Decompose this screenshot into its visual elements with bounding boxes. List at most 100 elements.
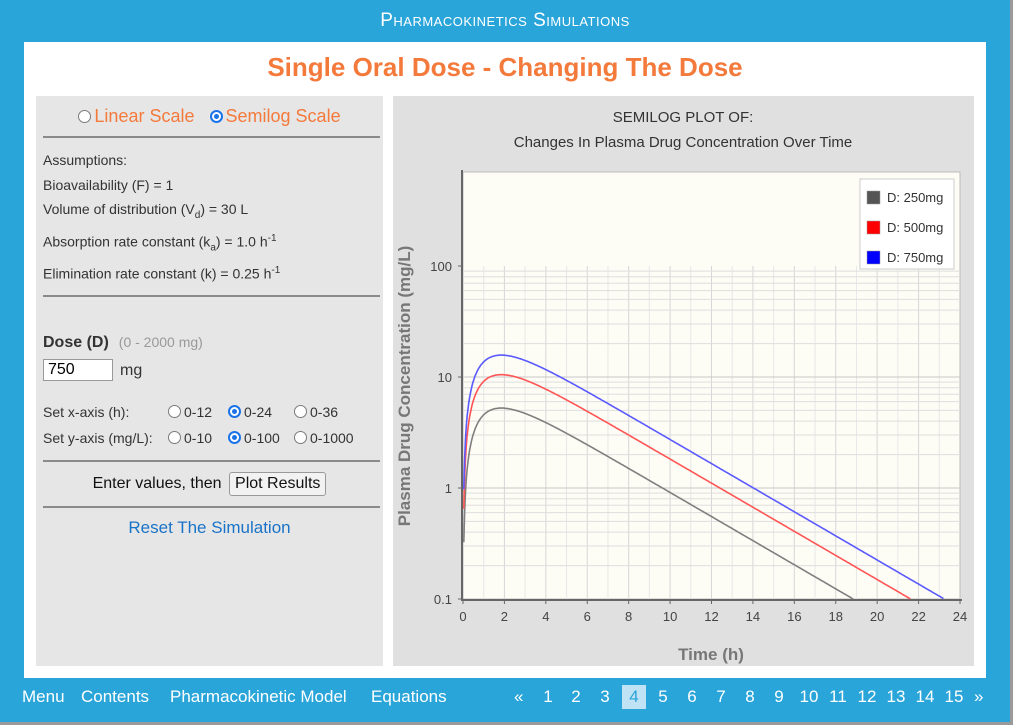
x-tick-label: 22 xyxy=(911,609,925,624)
semilog-scale-radio[interactable] xyxy=(209,110,223,123)
x-tick-label: 20 xyxy=(870,609,884,624)
page-link-8[interactable]: 8 xyxy=(745,687,755,706)
divider xyxy=(43,136,380,138)
plot-row: Enter values, then Plot Results xyxy=(36,472,383,496)
pharmacokinetic-model-link[interactable]: Pharmacokinetic Model xyxy=(170,687,347,706)
linear-scale-option[interactable]: Linear Scale xyxy=(78,106,199,126)
x-tick-label: 0 xyxy=(459,609,466,624)
legend: D: 250mg D: 500mg D: 750mg xyxy=(859,178,955,270)
next-page-icon[interactable]: » xyxy=(974,687,984,706)
chart-title: SEMILOG PLOT OF: xyxy=(613,109,754,126)
content-area: Single Oral Dose - Changing The Dose Lin… xyxy=(24,42,986,678)
page-title: Single Oral Dose - Changing The Dose xyxy=(267,52,743,82)
page-link-7[interactable]: 7 xyxy=(716,687,726,706)
legend-label: D: 500mg xyxy=(887,220,943,235)
footer-nav: Menu Contents Pharmacokinetic Model Equa… xyxy=(0,684,1010,714)
bioavailability-text: Bioavailability (F) = 1 xyxy=(43,177,174,193)
y-tick-label: 100 xyxy=(430,259,452,274)
y-tick-labels: 0.1 1 10 100 xyxy=(430,259,463,607)
semilog-scale-label: Semilog Scale xyxy=(225,106,341,126)
dose-label: Dose (D) (0 - 2000 mg) xyxy=(43,334,203,351)
semilog-chart: SEMILOG PLOT OF: Changes In Plasma Drug … xyxy=(395,109,967,664)
x-axis-label: Set x-axis (h): xyxy=(43,404,130,420)
plot-results-button[interactable]: Plot Results xyxy=(229,472,327,496)
x-axis-radio[interactable] xyxy=(294,405,307,418)
legend-label: D: 250mg xyxy=(887,190,943,205)
dose-unit: mg xyxy=(120,362,143,379)
assumptions-heading: Assumptions: xyxy=(43,152,128,168)
y-axis-option-0-1000[interactable]: 0-1000 xyxy=(294,430,354,446)
menu-link[interactable]: Menu xyxy=(22,687,65,706)
page-link-3[interactable]: 3 xyxy=(600,687,610,706)
absorption-rate-text: Absorption rate constant (ka) = 1.0 h-1 xyxy=(43,233,277,254)
page-link-5[interactable]: 5 xyxy=(658,687,668,706)
y-axis-radio[interactable] xyxy=(294,431,307,444)
x-tick-label: 18 xyxy=(829,609,843,624)
page-link-4[interactable]: 4 xyxy=(622,685,646,709)
volume-distribution-text: Volume of distribution (Vd) = 30 L xyxy=(43,201,249,221)
x-axis-title: Time (h) xyxy=(678,645,744,664)
legend-label: D: 750mg xyxy=(887,250,943,265)
controls-panel: Linear Scale Semilog Scale Assumptions: … xyxy=(36,96,383,666)
x-tick-label: 16 xyxy=(787,609,801,624)
reset-simulation-link[interactable]: Reset The Simulation xyxy=(128,518,291,537)
x-tick-label: 14 xyxy=(746,609,760,624)
series-line-500mg xyxy=(463,373,911,600)
legend-swatch xyxy=(866,190,881,205)
page-link-13[interactable]: 13 xyxy=(886,687,906,706)
y-axis-option-0-10[interactable]: 0-10 xyxy=(168,430,212,446)
chart-subtitle: Changes In Plasma Drug Concentration Ove… xyxy=(514,134,853,151)
x-axis-option-0-24[interactable]: 0-24 xyxy=(228,404,272,420)
y-axis-radio[interactable] xyxy=(168,431,181,444)
series-lines xyxy=(463,354,944,600)
series-line-750mg xyxy=(463,354,944,600)
y-axis-line xyxy=(461,170,463,601)
enter-values-text: Enter values, then xyxy=(92,475,222,492)
linear-scale-label: Linear Scale xyxy=(94,106,195,126)
app-title: Pharmacokinetics Simulations xyxy=(380,10,630,31)
equations-link[interactable]: Equations xyxy=(371,687,447,706)
page-link-14[interactable]: 14 xyxy=(915,687,935,706)
x-tick-label: 4 xyxy=(542,609,549,624)
page-link-11[interactable]: 11 xyxy=(829,687,847,706)
y-tick-label: 10 xyxy=(438,370,452,385)
x-tick-label: 2 xyxy=(501,609,508,624)
linear-scale-radio[interactable] xyxy=(78,110,92,123)
y-axis-title: Plasma Drug Concentration (mg/L) xyxy=(395,246,414,527)
page-link-2[interactable]: 2 xyxy=(571,687,581,706)
x-axis-radio[interactable] xyxy=(168,405,181,418)
page-link-6[interactable]: 6 xyxy=(687,687,697,706)
page-link-12[interactable]: 12 xyxy=(857,687,877,706)
divider xyxy=(43,506,380,508)
x-tick-label: 12 xyxy=(704,609,718,624)
x-tick-label: 6 xyxy=(584,609,591,624)
contents-link[interactable]: Contents xyxy=(81,687,150,706)
x-tick-label: 10 xyxy=(663,609,677,624)
x-axis-option-0-36[interactable]: 0-36 xyxy=(294,404,338,420)
divider xyxy=(43,460,380,462)
y-tick-label: 1 xyxy=(445,481,452,496)
chart-panel: SEMILOG PLOT OF: Changes In Plasma Drug … xyxy=(393,96,974,666)
page-link-9[interactable]: 9 xyxy=(774,687,784,706)
page-link-15[interactable]: 15 xyxy=(944,687,964,706)
x-tick-label: 24 xyxy=(953,609,967,624)
x-tick-label: 8 xyxy=(625,609,632,624)
dose-range: (0 - 2000 mg) xyxy=(118,334,203,350)
semilog-scale-option[interactable]: Semilog Scale xyxy=(209,106,341,126)
series-line-250mg xyxy=(463,407,854,600)
x-axis-option-0-12[interactable]: 0-12 xyxy=(168,404,212,420)
dose-input[interactable] xyxy=(43,359,113,381)
legend-swatch xyxy=(866,220,881,235)
y-tick-label: 0.1 xyxy=(434,592,452,607)
page-link-1[interactable]: 1 xyxy=(543,687,553,706)
grid-lines xyxy=(463,266,960,599)
y-axis-label: Set y-axis (mg/L): xyxy=(43,430,153,446)
prev-page-icon[interactable]: « xyxy=(514,687,524,706)
scale-selector: Linear Scale Semilog Scale xyxy=(36,106,383,127)
divider xyxy=(43,295,380,297)
page-link-10[interactable]: 10 xyxy=(799,687,819,706)
y-axis-radio[interactable] xyxy=(228,431,241,444)
y-axis-option-0-100[interactable]: 0-100 xyxy=(228,430,280,446)
x-axis-radio[interactable] xyxy=(228,405,241,418)
